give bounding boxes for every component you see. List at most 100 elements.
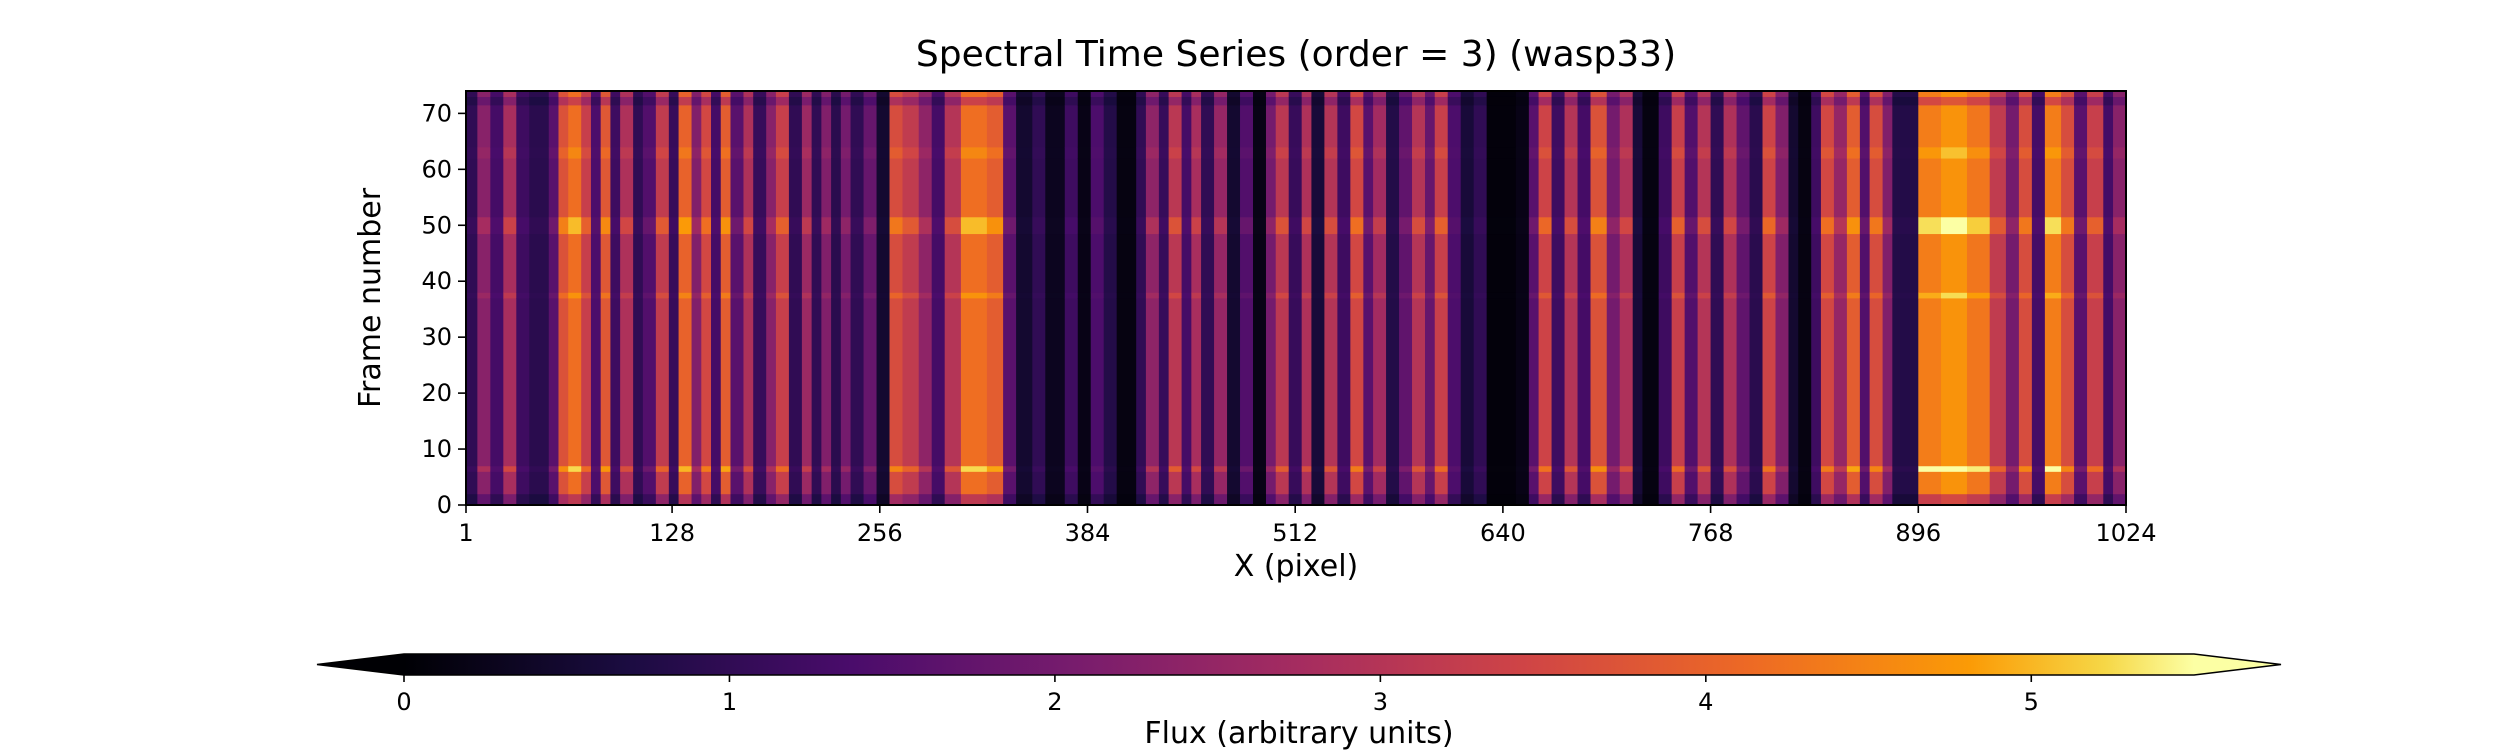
heatmap-column xyxy=(1941,91,1968,506)
heatmap-column xyxy=(1003,91,1017,506)
heatmap-cell xyxy=(821,91,832,97)
heatmap-cell xyxy=(1918,471,1942,495)
heatmap-cell xyxy=(1136,104,1147,148)
heatmap-cell xyxy=(1642,96,1660,106)
heatmap-cell xyxy=(620,96,634,106)
heatmap-cell xyxy=(1515,91,1530,97)
x-tick-label: 1024 xyxy=(2095,519,2156,547)
heatmap-cell xyxy=(1240,292,1254,299)
colorbar-extend-low xyxy=(317,654,404,675)
heatmap-cell xyxy=(863,91,878,97)
heatmap-cell xyxy=(1528,471,1540,495)
heatmap-cell xyxy=(1191,146,1202,159)
heatmap-cell xyxy=(2018,96,2033,106)
heatmap-cell xyxy=(642,96,657,106)
heatmap-cell xyxy=(1710,91,1725,97)
heatmap-cell xyxy=(655,91,670,97)
heatmap-cell xyxy=(1116,471,1137,495)
heatmap-cell xyxy=(1989,465,2007,472)
heatmap-cell xyxy=(960,471,988,495)
heatmap-cell xyxy=(568,146,582,159)
heatmap-cell xyxy=(1528,233,1540,293)
heatmap-cell xyxy=(876,471,891,495)
heatmap-cell xyxy=(1288,493,1303,506)
heatmap-cell xyxy=(1045,91,1066,97)
heatmap-cell xyxy=(1658,298,1673,467)
heatmap-cell xyxy=(477,292,491,299)
heatmap-cell xyxy=(701,146,712,159)
heatmap-cell xyxy=(1590,471,1608,495)
heatmap-cell xyxy=(1240,233,1254,293)
heatmap-cell xyxy=(1016,146,1033,159)
heatmap-cell xyxy=(1447,91,1462,97)
heatmap-cell xyxy=(1473,465,1488,472)
heatmap-cell xyxy=(1275,158,1290,218)
heatmap-cell xyxy=(1447,298,1462,467)
heatmap-cell xyxy=(1103,465,1118,472)
heatmap-column xyxy=(711,91,722,506)
heatmap-cell xyxy=(775,104,790,148)
heatmap-cell xyxy=(590,146,602,159)
heatmap-cell xyxy=(960,104,988,148)
heatmap-column xyxy=(1253,91,1267,506)
heatmap-cell xyxy=(548,493,560,506)
heatmap-cell xyxy=(1528,146,1540,159)
heatmap-cell xyxy=(730,91,745,97)
heatmap-cell xyxy=(1710,493,1725,506)
heatmap-cell xyxy=(2018,104,2033,148)
heatmap-cell xyxy=(1736,104,1751,148)
heatmap-cell xyxy=(1966,146,1991,159)
heatmap-cell xyxy=(1846,96,1861,106)
heatmap-cell xyxy=(1684,146,1699,159)
heatmap-column xyxy=(2061,91,2075,506)
heatmap-cell xyxy=(581,233,592,293)
heatmap-cell xyxy=(918,104,933,148)
heatmap-cell xyxy=(1590,493,1608,506)
heatmap-cell xyxy=(1337,146,1351,159)
heatmap-cell xyxy=(466,298,478,467)
heatmap-cell xyxy=(2018,91,2033,97)
heatmap-cell xyxy=(1214,493,1228,506)
heatmap-column xyxy=(1918,91,1942,506)
heatmap-cell xyxy=(1671,158,1686,218)
heatmap-cell xyxy=(590,298,602,467)
heatmap-cell xyxy=(529,471,550,495)
heatmap-cell xyxy=(1642,465,1660,472)
heatmap-cell xyxy=(490,493,504,506)
heatmap-cell xyxy=(1265,471,1277,495)
heatmap-cell xyxy=(633,292,644,299)
heatmap-cell xyxy=(918,233,933,293)
heatmap-cell xyxy=(1869,158,1884,218)
heatmap-cell xyxy=(2103,158,2114,218)
heatmap-cell xyxy=(743,471,754,495)
heatmap-cell xyxy=(1077,158,1092,218)
heatmap-cell xyxy=(766,91,777,97)
heatmap-column xyxy=(1064,91,1079,506)
heatmap-column xyxy=(1892,91,1919,506)
heatmap-cell xyxy=(801,91,813,97)
heatmap-cell xyxy=(2087,158,2104,218)
heatmap-cell xyxy=(1710,298,1725,467)
heatmap-cell xyxy=(1253,465,1267,472)
heatmap-cell xyxy=(1373,104,1387,148)
heatmap-cell xyxy=(1116,233,1137,293)
heatmap-cell xyxy=(821,471,832,495)
heatmap-cell xyxy=(558,292,569,299)
heatmap-cell xyxy=(1460,104,1475,148)
heatmap-cell xyxy=(711,493,722,506)
heatmap-cell xyxy=(801,146,813,159)
heatmap-cell xyxy=(1775,146,1790,159)
heatmap-cell xyxy=(840,292,852,299)
heatmap-cell xyxy=(1577,96,1592,106)
heatmap-cell xyxy=(1846,298,1861,467)
heatmap-cell xyxy=(1918,104,1942,148)
heatmap-cell xyxy=(720,292,732,299)
heatmap-cell xyxy=(1045,292,1066,299)
heatmap-cell xyxy=(1941,216,1968,235)
heatmap-cell xyxy=(668,216,680,235)
heatmap-cell xyxy=(1181,493,1192,506)
heatmap-cell xyxy=(850,146,865,159)
heatmap-cell xyxy=(2031,158,2046,218)
heatmap-cell xyxy=(931,233,946,293)
heatmap-cell xyxy=(1425,158,1436,218)
